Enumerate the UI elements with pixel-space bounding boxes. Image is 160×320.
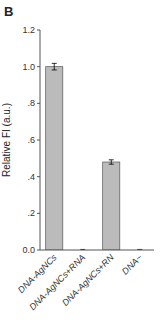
x-tick-label: DNA~ [120,252,144,276]
x-axis: DNA-AgNCsDNA-AgNCs+RNADNA-AgNCs+RNDNA~ [16,252,144,312]
error-bar-cap [52,69,57,70]
error-bar-cap [109,159,114,160]
y-tick-label: 1.2 [22,25,35,35]
chart: B 0.0 .2 .4 .6 .8 1.0 1.2 Relative FI (a.u.) DNA-… [0,0,160,320]
y-tick-label: 0.0 [22,245,35,255]
y-axis: 0.0 .2 .4 .6 .8 1.0 1.2 [22,25,40,255]
error-bar [52,63,57,70]
error-bar-stem [111,160,112,164]
y-tick-label: .2 [27,208,35,218]
bar [46,67,63,250]
y-tick-label: .4 [27,172,35,182]
y-axis-line [40,30,41,250]
y-axis-label: Relative FI (a.u.) [1,103,12,177]
error-bar [109,160,114,164]
chart-container: B 0.0 .2 .4 .6 .8 1.0 1.2 Relative FI (a.u.) DNA-… [0,0,160,320]
panel-label: B [4,4,13,19]
error-bar-cap [109,164,114,165]
error-bar-cap [52,63,57,64]
bar [103,162,120,250]
y-tick-label: 1.0 [22,62,35,72]
y-tick-label: .8 [27,98,35,108]
y-tick-label: .6 [27,135,35,145]
x-axis-line [40,250,154,251]
x-tick-label: DNA-AgNCs+RN [60,252,116,308]
error-bar-stem [54,63,55,70]
bars [46,63,143,250]
